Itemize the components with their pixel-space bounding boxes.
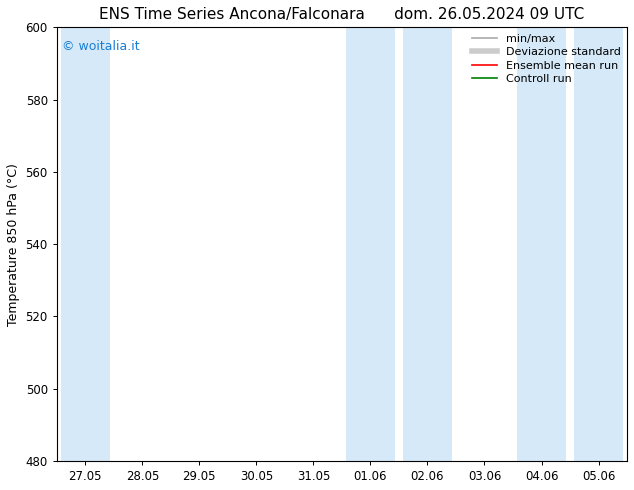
Bar (517, 27, 566, 461)
Bar (574, 27, 623, 461)
Bar (61, 27, 110, 461)
Bar (346, 27, 395, 461)
Legend: min/max, Deviazione standard, Ensemble mean run, Controll run: min/max, Deviazione standard, Ensemble m… (468, 29, 625, 88)
Y-axis label: Temperature 850 hPa (°C): Temperature 850 hPa (°C) (7, 163, 20, 325)
Bar (403, 27, 451, 461)
Title: ENS Time Series Ancona/Falconara      dom. 26.05.2024 09 UTC: ENS Time Series Ancona/Falconara dom. 26… (100, 7, 585, 22)
Text: © woitalia.it: © woitalia.it (63, 40, 140, 53)
